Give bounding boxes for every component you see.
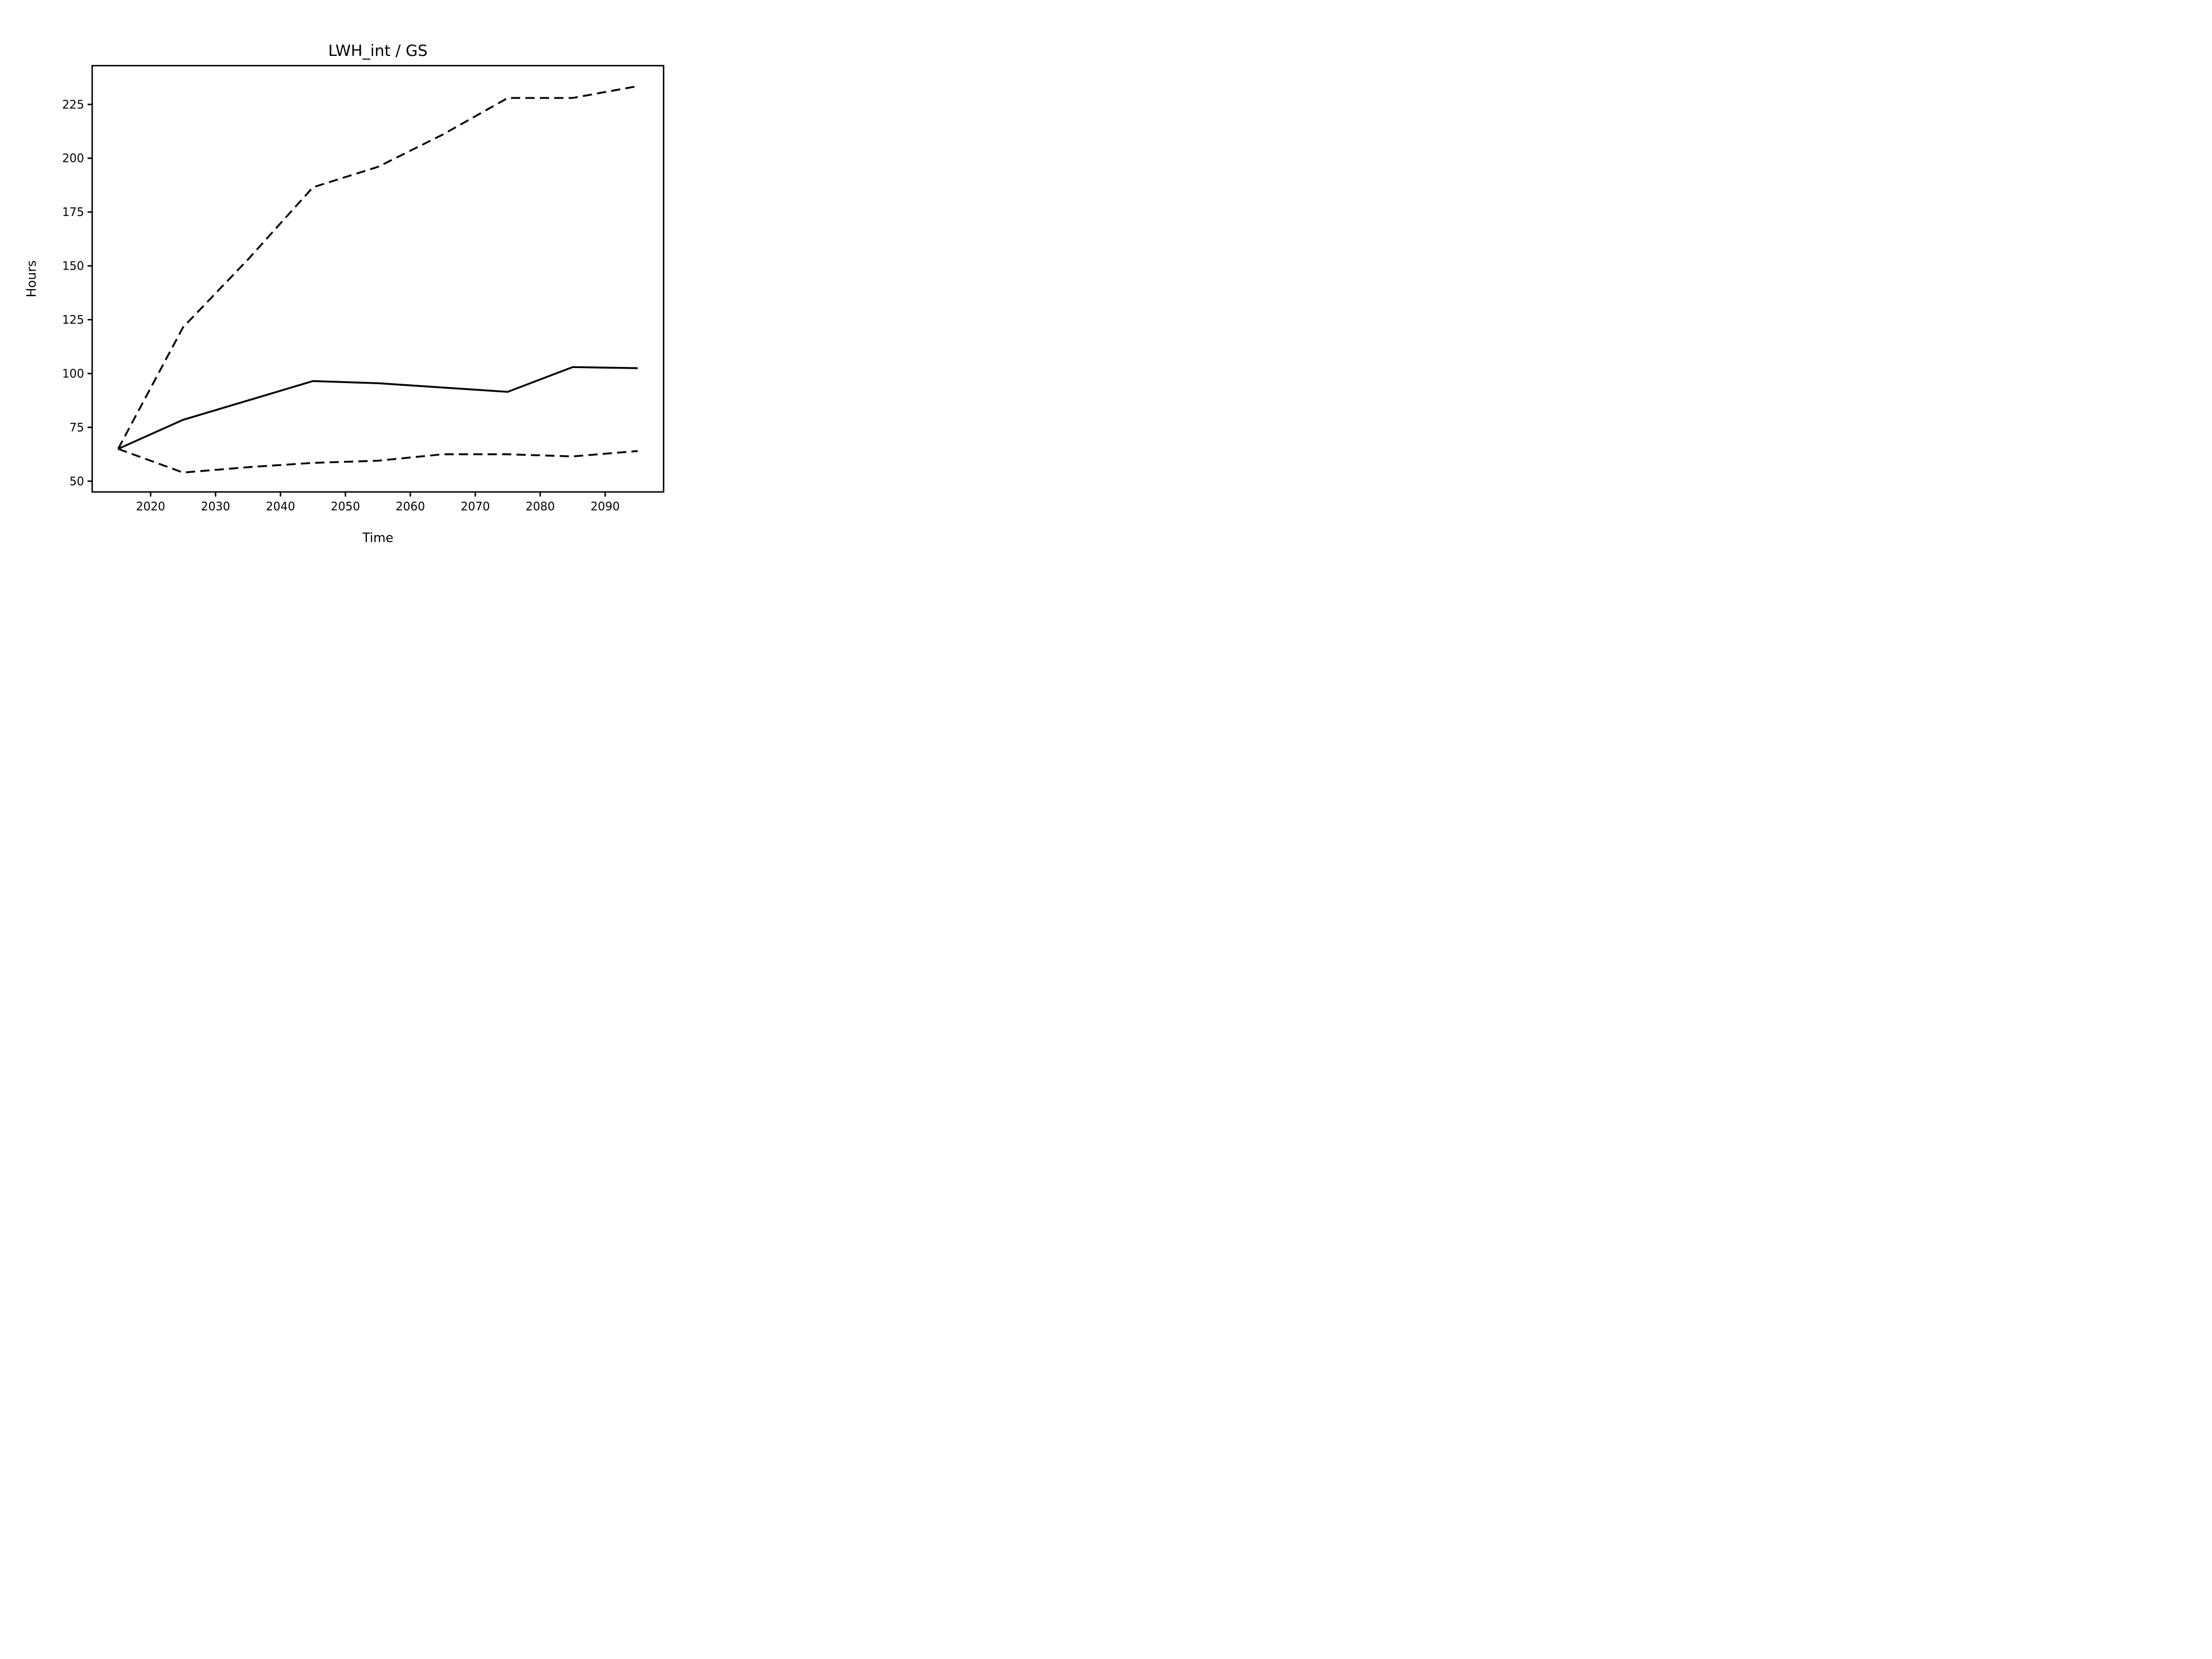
x-tick-label: 2020	[136, 499, 165, 513]
x-tick-label: 2050	[331, 499, 360, 513]
x-tick-label: 2080	[525, 499, 555, 513]
x-tick-label: 2060	[396, 499, 425, 513]
series-central-solid-line	[118, 366, 638, 450]
series-lower-bound-dashed-line	[118, 448, 638, 474]
series-upper-bound-dashed-line	[117, 85, 638, 450]
y-tick-label: 75	[70, 421, 84, 434]
y-tick-label: 200	[62, 151, 84, 165]
data-series	[117, 85, 638, 474]
y-tick-label: 175	[62, 205, 84, 219]
chart-title: LWH_int / GS	[328, 42, 428, 60]
y-tick-label: 50	[70, 474, 84, 488]
y-tick-label: 100	[62, 366, 84, 380]
x-tick-label: 2030	[201, 499, 230, 513]
chart-canvas: 2020 2030 2040 2050 2060 2070 2080 2090 50 75 100 1…	[25, 42, 665, 546]
y-tick-label: 125	[62, 313, 84, 327]
x-axis-label: Time	[362, 531, 393, 546]
x-tick-label: 2040	[266, 499, 295, 513]
x-tick-label: 2090	[590, 499, 620, 513]
y-axis-label: Hours	[25, 260, 39, 297]
axis-ticks: 2020 2030 2040 2050 2060 2070 2080 2090 50 75 100 1…	[62, 97, 620, 513]
line-chart-figure: 2020 2030 2040 2050 2060 2070 2080 2090 50 75 100 1…	[0, 0, 737, 553]
y-tick-label: 150	[62, 259, 84, 273]
y-tick-label: 225	[62, 97, 84, 111]
x-tick-label: 2070	[461, 499, 490, 513]
plot-area	[91, 65, 665, 493]
